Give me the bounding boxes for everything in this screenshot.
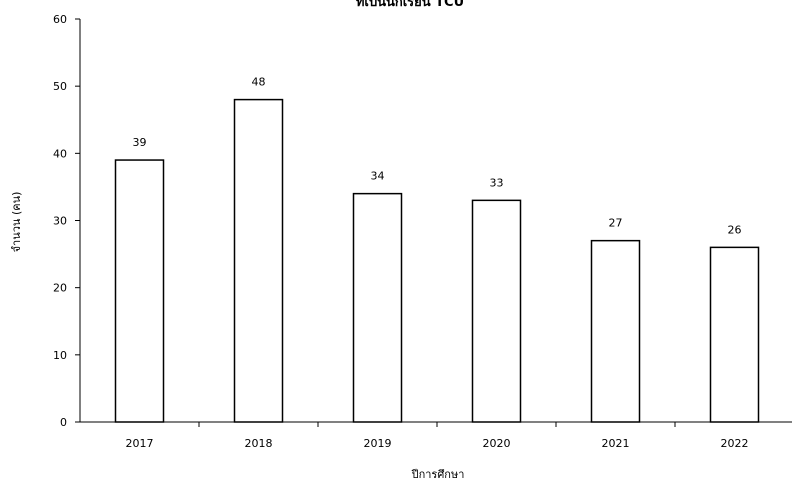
y-tick-label: 60 [53,13,67,26]
bar-2017 [114,159,165,423]
y-tick-label: 0 [60,416,67,429]
bars [114,98,760,423]
data-label: 39 [133,136,147,149]
x-tick-label: 2020 [483,437,511,450]
y-tick-label: 50 [53,80,67,93]
bar-2022 [709,246,760,423]
x-axis-title: ปีการศึกษา [411,468,465,481]
x-axis: 2017 2018 2019 2020 2021 2022 [126,422,749,450]
y-tick-label: 10 [53,349,67,362]
bar-2020 [471,199,522,423]
y-tick-label: 40 [53,147,67,160]
x-tick-label: 2019 [364,437,392,450]
data-label: 48 [252,76,266,89]
chart-title: ที่เป็นนักเรียน TCU [356,0,464,10]
x-tick-label: 2017 [126,437,154,450]
x-tick-label: 2021 [602,437,630,450]
bar-2018 [233,98,284,423]
data-label: 33 [490,176,504,189]
bar-2019 [352,192,403,423]
data-label: 26 [728,223,742,236]
y-tick-label: 20 [53,282,67,295]
y-tick-label: 30 [53,215,67,228]
x-tick-label: 2022 [721,437,749,450]
data-labels: 39 48 34 33 27 26 [133,76,742,237]
y-axis-title: จำนวน (คน) [10,192,23,253]
x-tick-label: 2018 [245,437,273,450]
y-axis: 0 10 20 30 40 50 60 [53,13,80,429]
data-label: 27 [609,217,623,230]
data-label: 34 [371,170,385,183]
bar-2021 [590,239,641,423]
